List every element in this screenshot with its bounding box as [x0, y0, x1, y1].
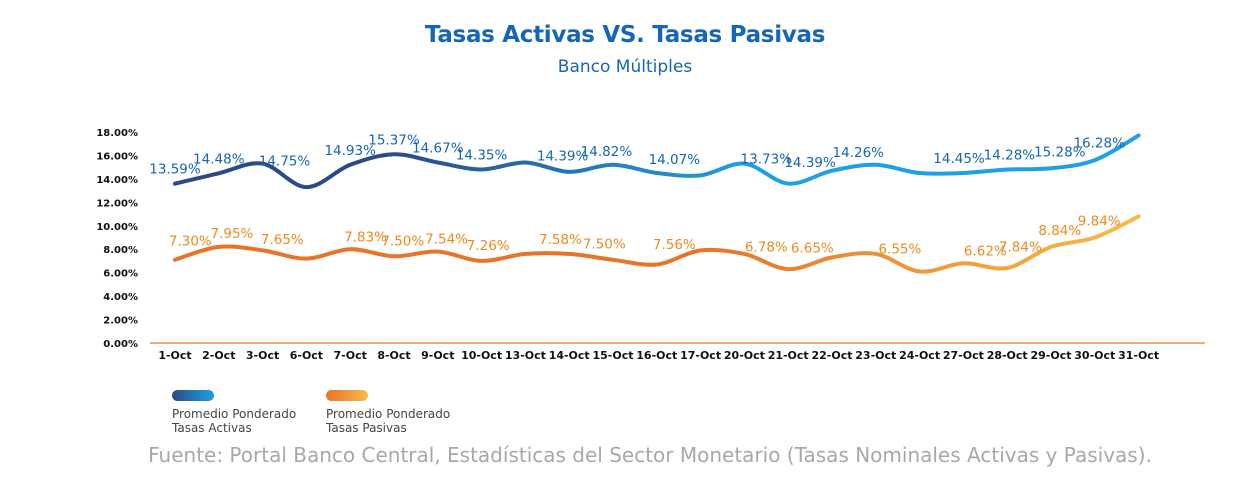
- legend-swatch-pasivas: [326, 390, 368, 401]
- data-label-activas: 14.28%: [984, 147, 1036, 163]
- data-label-activas: 14.26%: [833, 145, 885, 161]
- data-label-pasivas: 7.50%: [381, 233, 424, 249]
- line-chart: 0.00% 2.00% 4.00% 6.00% 8.00% 10.00% 12.00% 14.…: [96, 128, 1205, 362]
- data-label-pasivas: 7.50%: [583, 237, 626, 253]
- data-label-activas: 15.28%: [1034, 145, 1086, 161]
- x-tick-label: 14-Oct: [549, 349, 590, 362]
- data-label-pasivas: 7.83%: [344, 230, 387, 246]
- y-tick-label: 6.00%: [103, 269, 138, 280]
- x-tick-label: 16-Oct: [636, 349, 677, 362]
- x-tick-label: 15-Oct: [592, 349, 633, 362]
- data-label-pasivas: 6.78%: [745, 240, 788, 256]
- chart-title: Tasas Activas VS. Tasas Pasivas: [424, 22, 826, 48]
- data-label-pasivas: 7.26%: [467, 238, 510, 254]
- series-line-pasivas: [173, 214, 1141, 274]
- data-label-activas: 13.59%: [149, 162, 201, 178]
- legend-item-activas: Promedio Ponderado Tasas Activas: [172, 390, 322, 435]
- data-label-pasivas: 6.62%: [964, 244, 1007, 260]
- legend-label-pasivas-line2: Tasas Pasivas: [326, 421, 407, 435]
- y-tick-label: 10.00%: [96, 222, 138, 233]
- legend-label-activas-line2: Tasas Activas: [172, 421, 252, 435]
- data-label-activas: 14.48%: [193, 151, 245, 167]
- data-label-activas: 13.73%: [741, 152, 793, 168]
- data-label-activas: 14.39%: [784, 155, 836, 171]
- data-label-pasivas: 7.54%: [425, 231, 468, 247]
- data-label-pasivas: 7.95%: [210, 226, 253, 242]
- data-label-pasivas: 7.58%: [539, 232, 582, 248]
- x-tick-label: 27-Oct: [943, 349, 984, 362]
- y-tick-label: 16.00%: [96, 151, 138, 162]
- legend-item-pasivas: Promedio Ponderado Tasas Pasivas: [326, 390, 476, 435]
- data-label-activas: 14.67%: [412, 140, 464, 156]
- data-label-activas: 14.93%: [324, 143, 376, 159]
- data-label-activas: 16.28%: [1073, 136, 1125, 152]
- legend-label-activas-line1: Promedio Ponderado: [172, 407, 297, 421]
- x-tick-label: 1-Oct: [158, 349, 191, 362]
- data-labels-pasivas: 7.30%7.95% 7.65% 7.83%7.50% 7.54%7.26% 7.58%…: [169, 213, 1121, 259]
- x-tick-label: 31-Oct: [1118, 349, 1159, 362]
- x-tick-label: 17-Oct: [680, 349, 721, 362]
- legend-swatch-activas: [172, 390, 214, 401]
- y-tick-label: 2.00%: [103, 316, 138, 327]
- x-tick-label: 24-Oct: [899, 349, 940, 362]
- data-label-activas: 14.39%: [537, 148, 589, 164]
- source-note: Fuente: Portal Banco Central, Estadístic…: [148, 443, 1152, 467]
- x-tick-label: 29-Oct: [1030, 349, 1071, 362]
- data-label-activas: 14.75%: [259, 153, 311, 169]
- x-tick-label: 6-Oct: [290, 349, 323, 362]
- y-axis-ticks: 0.00% 2.00% 4.00% 6.00% 8.00% 10.00% 12.00% 14.…: [96, 128, 138, 350]
- x-tick-label: 22-Oct: [811, 349, 852, 362]
- x-tick-label: 9-Oct: [421, 349, 454, 362]
- x-tick-label: 21-Oct: [768, 349, 809, 362]
- y-tick-label: 8.00%: [103, 245, 138, 256]
- data-label-activas: 14.82%: [581, 144, 633, 160]
- x-tick-label: 8-Oct: [377, 349, 410, 362]
- y-tick-label: 0.00%: [103, 339, 138, 350]
- y-tick-label: 14.00%: [96, 175, 138, 186]
- data-label-pasivas: 6.55%: [878, 242, 921, 258]
- data-label-pasivas: 7.65%: [261, 232, 304, 248]
- x-tick-label: 2-Oct: [202, 349, 235, 362]
- data-label-pasivas: 9.84%: [1078, 213, 1121, 229]
- x-tick-label: 20-Oct: [724, 349, 765, 362]
- legend-label-pasivas-line1: Promedio Ponderado: [326, 407, 451, 421]
- series-line-activas: [173, 133, 1141, 190]
- data-label-activas: 14.07%: [649, 152, 701, 168]
- data-labels-activas: 13.59%14.48% 14.75%14.93%15.37%14.67%14.3…: [149, 132, 1125, 177]
- x-axis-ticks: 1-Oct 2-Oct 3-Oct 6-Oct 7-Oct 8-Oct 9-Oct 10-Oc…: [158, 349, 1159, 362]
- data-label-activas: 15.37%: [368, 132, 420, 148]
- x-tick-label: 10-Oct: [461, 349, 502, 362]
- x-tick-label: 7-Oct: [334, 349, 367, 362]
- y-tick-label: 12.00%: [96, 198, 138, 209]
- data-label-pasivas: 6.65%: [791, 241, 834, 257]
- data-label-activas: 14.35%: [456, 148, 508, 164]
- x-tick-label: 3-Oct: [246, 349, 279, 362]
- data-label-pasivas: 7.56%: [653, 237, 696, 253]
- data-label-pasivas: 8.84%: [1038, 223, 1081, 239]
- x-tick-label: 30-Oct: [1074, 349, 1115, 362]
- chart-subtitle: Banco Múltiples: [557, 57, 693, 77]
- x-tick-label: 28-Oct: [987, 349, 1028, 362]
- data-label-activas: 14.45%: [933, 151, 985, 167]
- data-label-pasivas: 7.30%: [169, 233, 212, 249]
- x-tick-label: 13-Oct: [505, 349, 546, 362]
- data-label-pasivas: 7.84%: [999, 240, 1042, 256]
- y-tick-label: 18.00%: [96, 128, 138, 139]
- y-tick-label: 4.00%: [103, 292, 138, 303]
- x-tick-label: 23-Oct: [855, 349, 896, 362]
